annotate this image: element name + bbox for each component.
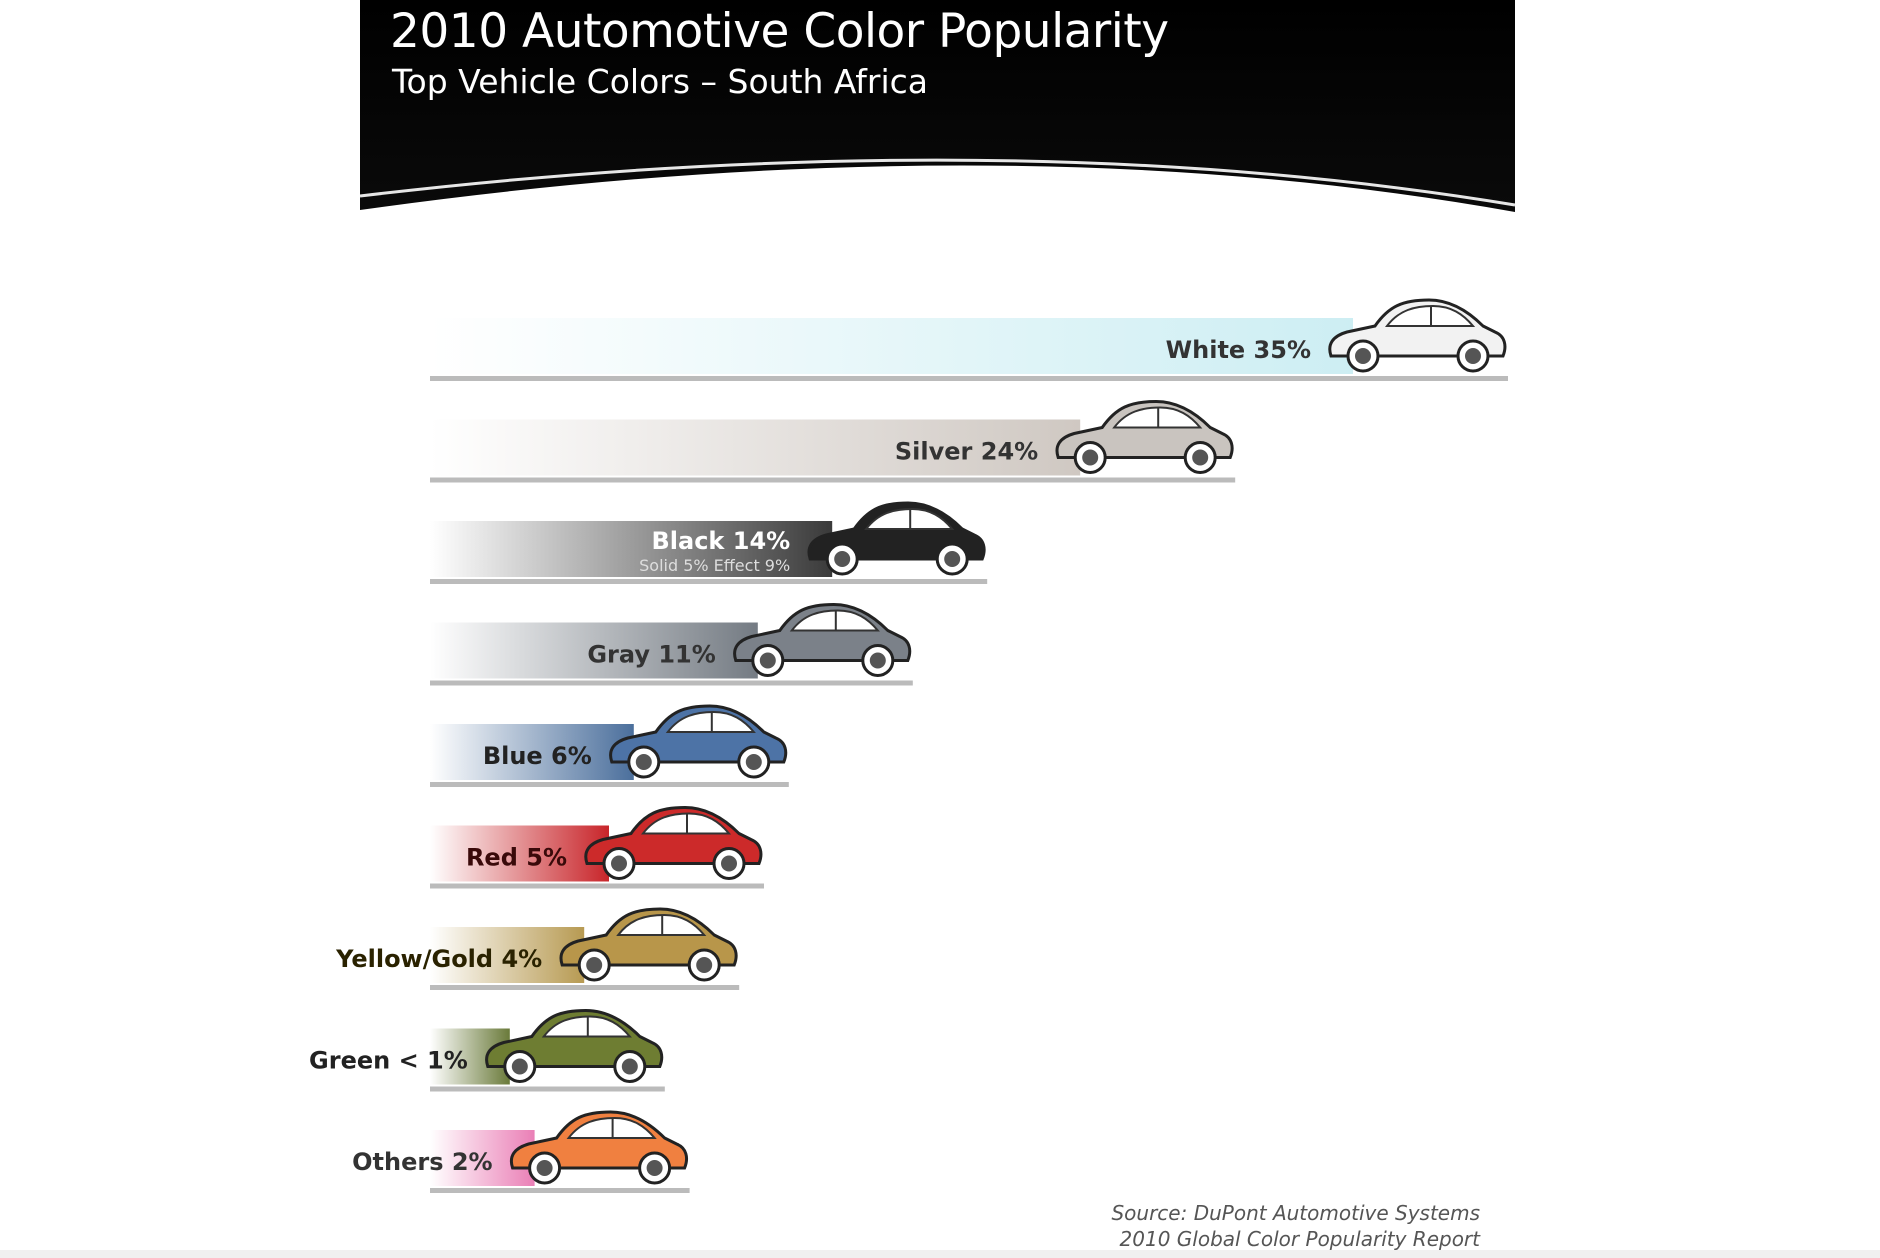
bar-silver [430,419,1081,476]
bar-shadow-black [430,579,988,584]
bar-label-white: White 35% [1166,336,1311,364]
footer-strip [0,1250,1880,1258]
car-icon-black [807,501,986,576]
chart-subtitle: Top Vehicle Colors – South Africa [392,62,929,101]
bar-shadow-yellow-gold [430,985,740,990]
bar-red [430,825,609,882]
car-icon-others [509,1110,688,1185]
source-line-2: 2010 Global Color Popularity Report [1119,1227,1480,1251]
car-icon-blue [609,704,788,779]
car-icon-silver [1055,399,1234,474]
bars-group: White 35% Silver 24% Black 14%Solid 5% Eff… [309,298,1508,1193]
bar-shadow-blue [430,782,789,787]
bar-label-blue: Blue 6% [483,742,592,770]
header-banner [359,0,1516,212]
bar-label-silver: Silver 24% [895,438,1038,466]
car-icon-red [584,805,763,880]
car-icon-yellow-gold [559,907,738,982]
car-icon-white [1328,298,1507,373]
bar-label-red: Red 5% [466,844,567,872]
source-note: Source: DuPont Automotive Systems 2010 G… [1111,1200,1480,1252]
bar-yellow-gold [430,927,585,983]
chart-title: 2010 Automotive Color Popularity [390,4,1169,59]
car-icon-gray [733,602,912,677]
bar-label-gray: Gray 11% [587,641,715,669]
bar-label-yellow-gold: Yellow/Gold 4% [335,945,542,973]
bar-label-black: Black 14% [651,527,790,555]
bar-shadow-red [430,883,764,889]
bar-white [430,318,1353,374]
bar-sublabel-black: Solid 5% Effect 9% [639,556,790,575]
bar-gray [430,622,758,679]
bar-shadow-gray [430,680,913,686]
bar-blue [430,724,634,780]
bar-shadow-others [430,1188,690,1193]
source-line-1: Source: DuPont Automotive Systems [1111,1201,1480,1225]
bar-black [430,521,833,577]
bar-shadow-white [430,376,1508,381]
bar-label-green: Green < 1% [309,1047,468,1075]
bar-shadow-green [430,1086,665,1092]
bar-shadow-silver [430,477,1236,483]
car-icon-green [485,1008,664,1083]
bar-label-others: Others 2% [352,1148,492,1176]
